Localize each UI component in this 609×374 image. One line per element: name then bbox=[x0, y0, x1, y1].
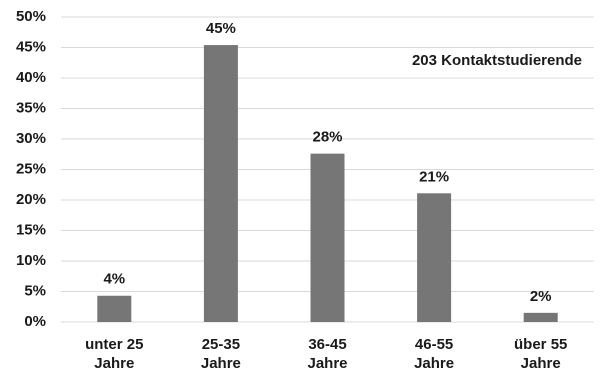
value-label: 2% bbox=[530, 288, 552, 305]
y-tick-label: 30% bbox=[16, 130, 46, 147]
x-tick-label: unter 25 Jahre bbox=[85, 336, 143, 372]
x-tick-label: 46-55 Jahre bbox=[414, 336, 454, 372]
y-tick-label: 20% bbox=[16, 191, 46, 208]
x-tick-label: über 55 Jahre bbox=[514, 336, 567, 372]
y-tick-label: 50% bbox=[16, 8, 46, 25]
bar bbox=[97, 295, 132, 322]
y-tick-label: 5% bbox=[24, 282, 46, 299]
annotation: 203 Kontaktstudierende bbox=[412, 52, 582, 69]
y-tick-label: 15% bbox=[16, 221, 46, 238]
value-label: 21% bbox=[419, 168, 449, 185]
y-tick-label: 10% bbox=[16, 252, 46, 269]
bar bbox=[203, 45, 238, 323]
y-tick-label: 35% bbox=[16, 99, 46, 116]
value-label: 4% bbox=[103, 271, 125, 288]
y-tick-label: 45% bbox=[16, 38, 46, 55]
y-tick-label: 40% bbox=[16, 69, 46, 86]
x-tick-label: 25-35 Jahre bbox=[201, 336, 241, 372]
y-tick-label: 0% bbox=[24, 313, 46, 330]
bar bbox=[523, 312, 558, 322]
bar bbox=[417, 193, 452, 322]
y-tick-label: 25% bbox=[16, 160, 46, 177]
x-tick-label: 36-45 Jahre bbox=[307, 336, 347, 372]
value-label: 28% bbox=[312, 129, 342, 146]
bar bbox=[310, 153, 345, 322]
value-label: 45% bbox=[206, 20, 236, 37]
